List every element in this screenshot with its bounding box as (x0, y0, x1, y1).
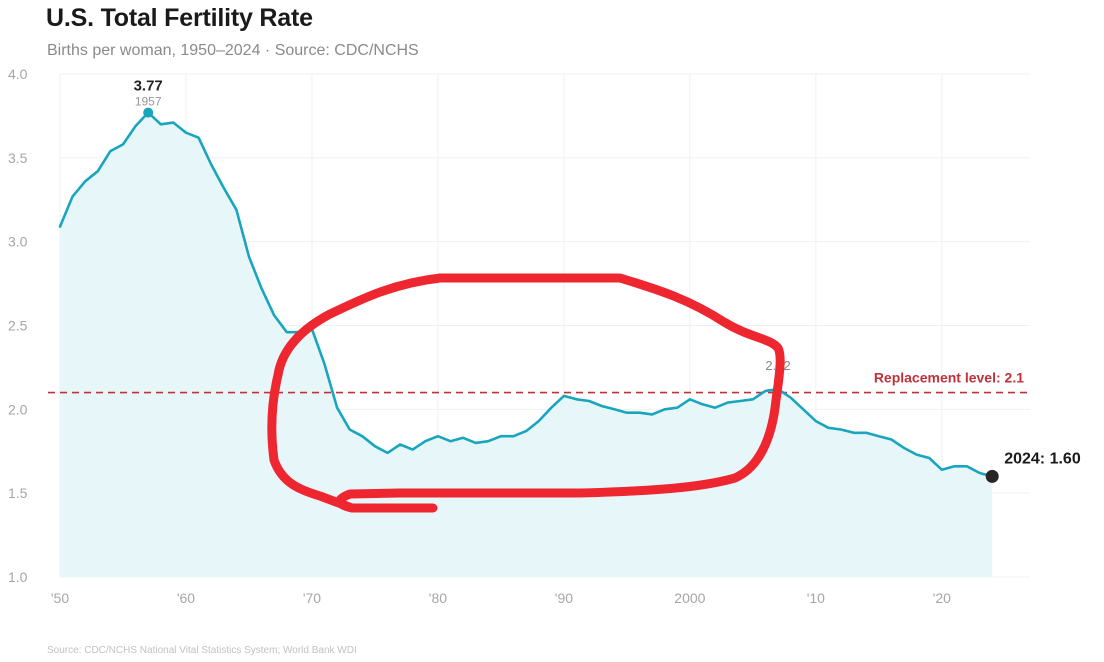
peak-value-label: 3.77 (134, 78, 163, 95)
x-tick-label: '90 (555, 590, 573, 606)
area-layer (60, 112, 993, 577)
y-tick-label: 2.5 (8, 318, 28, 334)
latest-marker (985, 469, 999, 483)
y-tick-label: 4.0 (8, 66, 28, 82)
x-tick-label: '10 (807, 590, 825, 606)
y-tick-label: 1.5 (8, 485, 28, 501)
x-tick-label: '20 (933, 590, 951, 606)
source-footer: Source: CDC/NCHS National Vital Statisti… (47, 645, 357, 656)
y-tick-label: 3.0 (8, 234, 28, 250)
x-tick-label: '80 (429, 590, 447, 606)
y-tick-label: 2.0 (8, 401, 28, 417)
chart-subtitle: Births per woman, 1950–2024 · Source: CD… (47, 42, 419, 59)
x-tick-label: '60 (177, 590, 195, 606)
y-tick-label: 1.0 (8, 569, 28, 585)
x-tick-label: '70 (303, 590, 321, 606)
line-layer (58, 111, 994, 478)
peak-marker (143, 107, 154, 118)
replacement-layer: Replacement level: 2.1 (48, 370, 1030, 394)
x-tick-label: '50 (51, 590, 69, 606)
latest-value-label: 2024: 1.60 (1004, 450, 1081, 467)
hand-drawn-circle (267, 273, 785, 513)
chart-title: U.S. Total Fertility Rate (46, 4, 313, 32)
x-tick-label: 2000 (674, 590, 705, 606)
fertility-line (58, 111, 994, 478)
replacement-label: Replacement level: 2.1 (874, 370, 1024, 386)
peak-year-label: 1957 (135, 95, 162, 109)
fertility-area (60, 112, 993, 577)
y-tick-label: 3.5 (8, 150, 28, 166)
axis-layer: 1.0 1.5 2.0 2.5 3.0 3.5 4.0 '50 '60 '70 '80 '90 2000… (8, 66, 951, 606)
overlay-layer (267, 273, 785, 513)
